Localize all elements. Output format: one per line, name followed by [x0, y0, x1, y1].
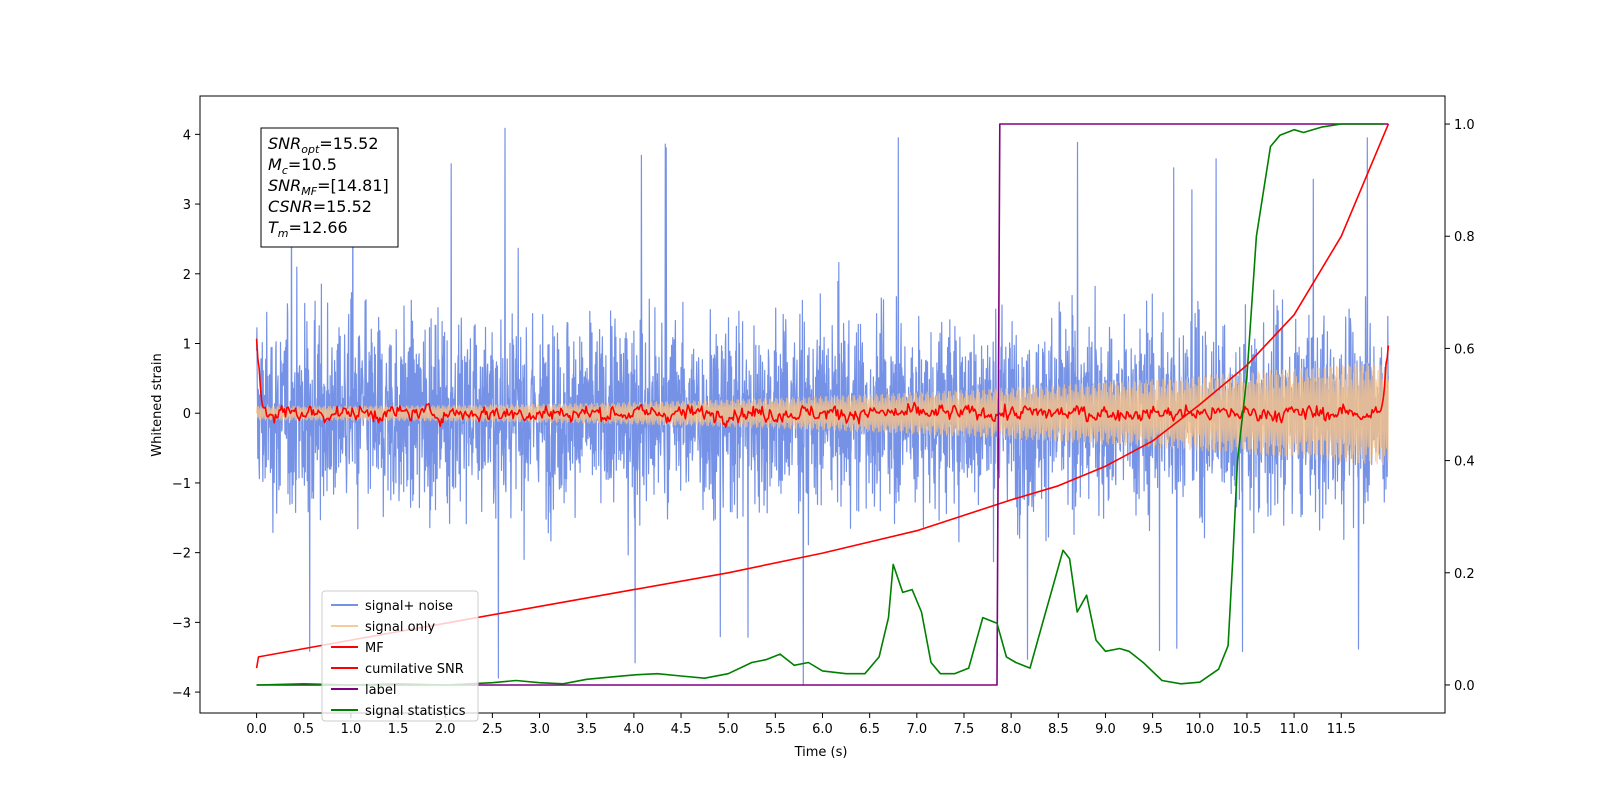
- y2-tick-label: 0.6: [1454, 342, 1475, 357]
- info-line: SNRopt=15.52: [268, 134, 379, 156]
- x-tick-label: 1.0: [341, 722, 362, 737]
- x-tick-label: 1.5: [388, 722, 409, 737]
- y-axis-label: Whitened strain: [150, 353, 165, 456]
- y2-tick-label: 0.8: [1454, 230, 1475, 245]
- x-tick-label: 10.5: [1232, 722, 1261, 737]
- series-mf: [255, 338, 1390, 428]
- x-tick-label: 11.5: [1327, 722, 1356, 737]
- y-tick-label: −4: [172, 686, 191, 701]
- legend: signal+ noise signal only MF cumilative SNR…: [321, 590, 479, 722]
- x-tick-label: 3.5: [576, 722, 597, 737]
- legend-entry: signal only: [365, 620, 435, 635]
- info-line: Mc=10.5: [268, 155, 337, 177]
- y-axis-right: 1.0 0.8 0.6 0.4 0.2 0.0: [1445, 118, 1475, 694]
- x-tick-label: 7.5: [954, 722, 975, 737]
- x-tick-label: 6.5: [859, 722, 880, 737]
- y2-tick-label: 0.4: [1454, 455, 1475, 470]
- y2-tick-label: 0.2: [1454, 567, 1475, 582]
- y-axis-left: 4 3 2 1 0 −1 −2 −3 −4: [172, 128, 200, 701]
- x-tick-label: 11.0: [1280, 722, 1309, 737]
- info-line: Tm=12.66: [268, 218, 348, 240]
- series-signal-statistics: [256, 123, 1384, 686]
- info-line: CSNR=15.52: [268, 197, 372, 216]
- y-tick-label: 0: [183, 407, 191, 422]
- x-tick-label: 0.0: [246, 722, 267, 737]
- legend-entry: cumilative SNR: [365, 662, 464, 677]
- x-tick-label: 5.5: [765, 722, 786, 737]
- info-line: SNRMF=[14.81]: [268, 176, 389, 198]
- x-tick-label: 2.0: [435, 722, 456, 737]
- y-tick-label: −2: [172, 547, 191, 562]
- legend-entry: signal+ noise: [365, 599, 453, 614]
- y-tick-label: −1: [172, 477, 191, 492]
- x-axis-label: Time (s): [794, 745, 848, 760]
- y-tick-label: 3: [183, 198, 191, 213]
- y-tick-label: −3: [172, 616, 191, 631]
- series-signal-noise: [256, 127, 1389, 686]
- series-signal-only: [256, 361, 1389, 466]
- legend-entry: signal statistics: [365, 704, 466, 719]
- x-tick-label: 7.0: [906, 722, 927, 737]
- x-tick-label: 4.5: [671, 722, 692, 737]
- x-tick-label: 0.5: [293, 722, 314, 737]
- x-tick-label: 5.0: [718, 722, 739, 737]
- legend-entry: label: [365, 683, 396, 698]
- x-axis: 0.0 0.5 1.0 1.5 2.0 2.5 3.0 3.5 4.0 4.5 5.0 5.5 6.0 6…: [246, 713, 1356, 737]
- y2-tick-label: 1.0: [1454, 118, 1475, 133]
- y-tick-label: 1: [183, 337, 191, 352]
- legend-entry: MF: [365, 641, 384, 656]
- x-tick-label: 9.0: [1095, 722, 1116, 737]
- x-tick-label: 8.5: [1048, 722, 1069, 737]
- x-tick-label: 9.5: [1142, 722, 1163, 737]
- x-tick-label: 3.0: [529, 722, 550, 737]
- y2-tick-label: 0.0: [1454, 679, 1475, 694]
- series-label: [256, 123, 1389, 686]
- info-box: SNRopt=15.52Mc=10.5SNRMF=[14.81]CSNR=15.…: [260, 127, 399, 248]
- x-tick-label: 8.0: [1001, 722, 1022, 737]
- y-tick-label: 2: [183, 268, 191, 283]
- y-tick-label: 4: [183, 128, 191, 143]
- x-tick-label: 6.0: [812, 722, 833, 737]
- x-tick-label: 10.0: [1185, 722, 1214, 737]
- x-tick-label: 4.0: [624, 722, 645, 737]
- x-tick-label: 2.5: [482, 722, 503, 737]
